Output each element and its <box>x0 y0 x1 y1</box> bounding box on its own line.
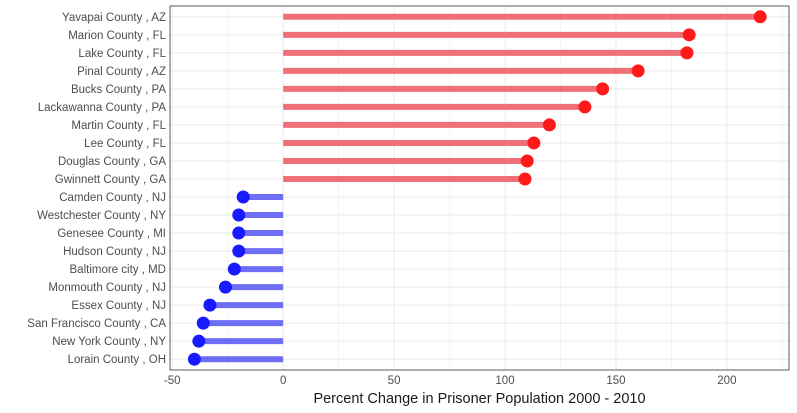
plot-background <box>170 6 789 370</box>
y-tick-label: San Francisco County , CA <box>27 318 166 330</box>
y-tick-labels: Yavapai County , AZ Marion County , FL Lak… <box>27 12 166 366</box>
lollipop-stems <box>194 13 761 363</box>
x-tick-labels: -50 0 50 100 150 200 <box>164 375 737 387</box>
lollipop-point <box>631 64 645 78</box>
y-tick-label: Yavapai County , AZ <box>62 12 166 24</box>
y-tick-label: Genesee County , MI <box>57 228 166 240</box>
lollipop-point <box>232 208 246 222</box>
y-tick-label: Pinal County , AZ <box>77 66 166 78</box>
x-tick-label: 200 <box>717 375 736 387</box>
lollipop-point <box>187 352 201 366</box>
x-tick-label: 150 <box>606 375 625 387</box>
y-tick-label: Baltimore city , MD <box>70 264 167 276</box>
y-tick-label: Lee County , FL <box>84 138 166 150</box>
x-tick-label: 0 <box>280 375 286 387</box>
lollipop-point <box>753 10 767 24</box>
x-axis-title: Percent Change in Prisoner Population 20… <box>313 391 645 407</box>
lollipop-point <box>578 100 592 114</box>
y-tick-label: Bucks County , PA <box>71 84 166 96</box>
lollipop-point <box>520 154 534 168</box>
y-tick-label: Hudson County , NJ <box>63 246 166 258</box>
lollipop-point <box>196 316 210 330</box>
y-tick-label: Lorain County , OH <box>68 354 166 366</box>
lollipop-point <box>682 28 696 42</box>
x-tick-label: 50 <box>388 375 401 387</box>
lollipop-point <box>236 190 250 204</box>
lollipop-point <box>203 298 217 312</box>
lollipop-point <box>542 118 556 132</box>
y-tick-label: Essex County , NJ <box>71 300 166 312</box>
x-tick-label: -50 <box>164 375 181 387</box>
y-tick-label: Monmouth County , NJ <box>48 282 166 294</box>
y-tick-label: Gwinnett County , GA <box>55 174 167 186</box>
y-tick-label: New York County , NY <box>52 336 166 348</box>
lollipop-point <box>227 262 241 276</box>
y-tick-label: Douglas County , GA <box>58 156 166 168</box>
lollipop-point <box>527 136 541 150</box>
lollipop-point <box>596 82 610 96</box>
lollipop-point <box>218 280 232 294</box>
lollipop-point <box>192 334 206 348</box>
lollipop-point <box>232 244 246 258</box>
y-tick-label: Lake County , FL <box>78 48 166 60</box>
y-tick-label: Marion County , FL <box>68 30 166 42</box>
x-tick-label: 100 <box>495 375 514 387</box>
y-tick-label: Westchester County , NY <box>37 210 166 222</box>
lollipop-point <box>680 46 694 60</box>
lollipop-points <box>187 10 767 366</box>
lollipop-point <box>232 226 246 240</box>
plot-border <box>169 5 790 371</box>
y-tick-label: Camden County , NJ <box>59 192 166 204</box>
lollipop-point <box>518 172 532 186</box>
y-tick-label: Lackawanna County , PA <box>38 102 167 114</box>
y-tick-label: Martin County , FL <box>71 120 166 132</box>
